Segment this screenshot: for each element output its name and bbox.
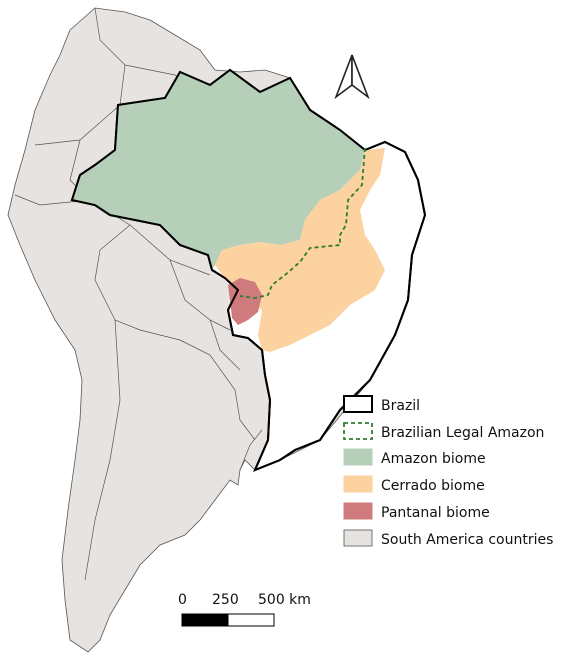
scale-label-250: 250	[212, 592, 239, 608]
legend-label-amazon: Amazon biome	[381, 451, 486, 467]
legend-label-legal-amazon: Brazilian Legal Amazon	[381, 425, 544, 441]
scale-label-0: 0	[178, 592, 187, 608]
country-borders	[14, 7, 263, 581]
scale-segment-white	[227, 613, 275, 627]
scale-segment-black	[181, 613, 229, 627]
legend-label-countries: South America countries	[381, 532, 553, 548]
legend-symbol-cerrado	[343, 475, 373, 493]
brazil-outline-stroke	[70, 68, 427, 472]
legend-symbol-legal-amazon	[343, 422, 373, 440]
legend-label-brazil: Brazil	[381, 398, 420, 414]
legend-symbol-countries	[343, 529, 373, 547]
legend-symbol-pantanal	[343, 502, 373, 520]
legend: Brazil Brazilian Legal Amazon Amazon bio…	[343, 395, 553, 548]
amazon-biome	[72, 70, 365, 270]
scale-bar: 0 250 500 km	[178, 592, 311, 627]
legal-amazon-boundary	[239, 147, 366, 299]
legend-symbol-brazil	[343, 395, 373, 413]
scale-label-500: 500 km	[258, 592, 311, 608]
legend-label-cerrado: Cerrado biome	[381, 478, 485, 494]
legend-symbol-amazon	[343, 448, 373, 466]
north-arrow-icon	[334, 54, 370, 100]
legend-label-pantanal: Pantanal biome	[381, 505, 490, 521]
